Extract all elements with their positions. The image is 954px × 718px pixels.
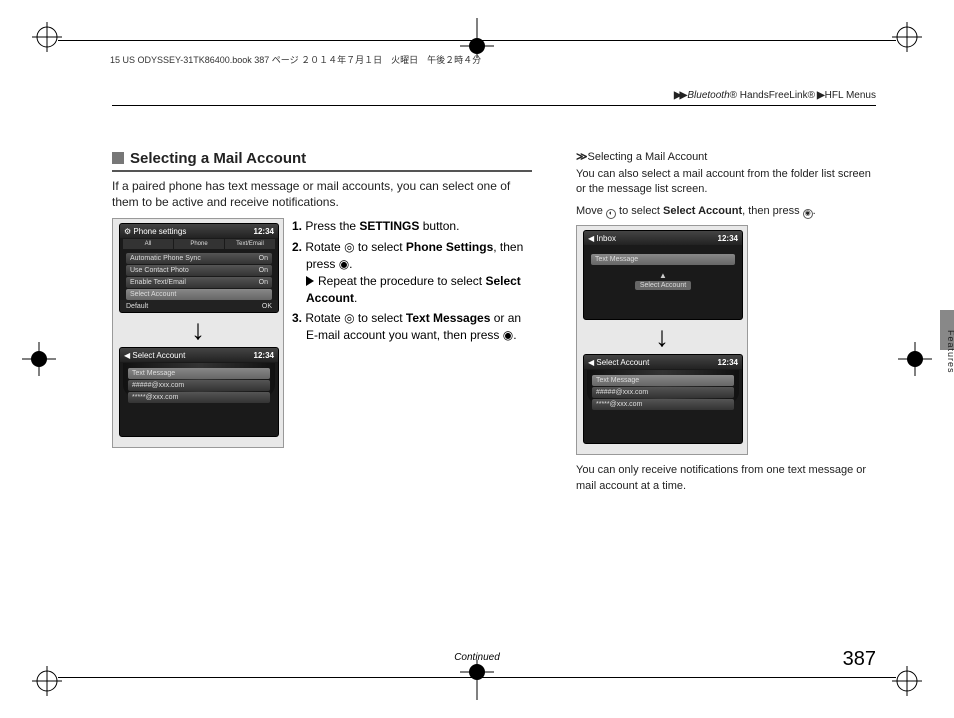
continued-label: Continued [454, 652, 500, 663]
crop-mark-icon [898, 342, 932, 376]
doc-meta: 15 US ODYSSEY-31TK86400.book 387 ページ ２０１… [110, 53, 481, 66]
screenshot-panel: ◀ Inbox12:34 Text Message ▲ Select Accou… [576, 225, 748, 455]
breadcrumb: ▶▶Bluetooth® HandsFreeLink®▶HFL Menus [672, 90, 876, 101]
move-icon: ◐ [606, 209, 616, 219]
press-icon: ◉ [803, 209, 813, 219]
sidebar-text: You can also select a mail account from … [576, 167, 876, 198]
crop-mark-icon [32, 666, 62, 696]
rotate-icon: ◎ [344, 240, 354, 254]
sidebar-heading: ≫Selecting a Mail Account [576, 150, 876, 163]
inbox-screen: ◀ Inbox12:34 Text Message ▲ Select Accou… [583, 230, 743, 320]
arrow-down-icon: ↓ [119, 313, 277, 347]
rule [112, 105, 876, 106]
screenshot-panel: ⚙ Phone settings12:34 AllPhoneText/Email… [112, 218, 284, 448]
instruction-steps: 1. Press the SETTINGS button. 2. Rotate … [292, 218, 532, 448]
crop-rule [58, 677, 896, 678]
page-number: 387 [843, 648, 876, 671]
arrow-down-icon: ↓ [583, 320, 741, 354]
crop-mark-icon [32, 22, 62, 52]
intro-text: If a paired phone has text message or ma… [112, 178, 532, 210]
select-account-screen: ◀ Select Account12:34 Text Message #####… [583, 354, 743, 444]
note-text: You can only receive notifications from … [576, 463, 876, 494]
crop-rule [58, 40, 896, 41]
phone-settings-screen: ⚙ Phone settings12:34 AllPhoneText/Email… [119, 223, 279, 313]
press-icon: ◉ [503, 328, 513, 342]
crop-mark-icon [22, 342, 56, 376]
section-label: Features [946, 330, 954, 374]
crop-mark-icon [460, 660, 494, 700]
sidebar-text: Move ◐ to select Select Account, then pr… [576, 204, 876, 219]
crop-mark-icon [460, 18, 494, 58]
select-account-screen: ◀ Select Account12:34 Text Message #####… [119, 347, 279, 437]
rotate-icon: ◎ [344, 311, 354, 325]
crop-mark-icon [892, 666, 922, 696]
crop-mark-icon [892, 22, 922, 52]
press-icon: ◉ [339, 257, 349, 271]
section-title: Selecting a Mail Account [112, 150, 532, 172]
triangle-icon [306, 276, 314, 286]
